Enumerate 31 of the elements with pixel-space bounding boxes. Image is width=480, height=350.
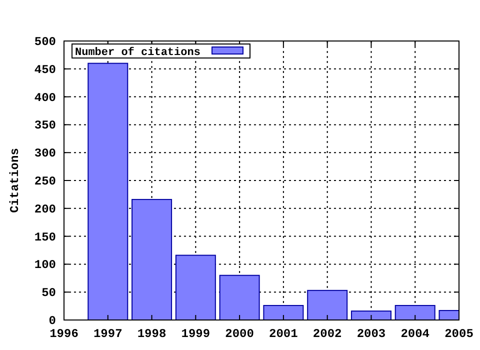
x-tick-label: 2005 — [444, 327, 474, 341]
bar — [219, 274, 260, 320]
x-tick-label: 2003 — [356, 327, 386, 341]
y-tick-label: 200 — [34, 202, 56, 216]
x-tick-label: 1996 — [50, 327, 78, 341]
y-tick-label: 150 — [34, 230, 56, 244]
bar — [175, 254, 216, 320]
y-tick-label: 400 — [34, 90, 56, 105]
x-tick-label: 2000 — [225, 327, 254, 341]
y-tick-label: 450 — [34, 62, 56, 77]
y-tick-label: 350 — [34, 118, 56, 133]
y-tick-label: 100 — [34, 258, 56, 272]
x-tick-label: 2004 — [400, 327, 430, 341]
x-tick-label: 1999 — [181, 327, 210, 341]
bar — [350, 310, 392, 320]
bar — [394, 304, 436, 320]
x-tick-label: 2002 — [312, 327, 342, 341]
y-axis-title: Citations — [8, 148, 22, 213]
y-tick-label: 500 — [34, 35, 56, 49]
bar — [307, 290, 348, 320]
bar — [132, 198, 172, 320]
bar — [88, 62, 128, 320]
y-tick-label: 300 — [34, 146, 56, 161]
y-tick-label: 0 — [48, 314, 56, 328]
x-tick-label: 1998 — [137, 327, 166, 341]
legend-label: Number of citations — [75, 46, 200, 59]
y-tick-label: 250 — [34, 174, 56, 188]
bar — [263, 304, 304, 320]
x-tick-label: 2001 — [269, 327, 298, 341]
y-tick-label: 50 — [42, 286, 56, 300]
x-tick-label: 1997 — [93, 327, 122, 341]
